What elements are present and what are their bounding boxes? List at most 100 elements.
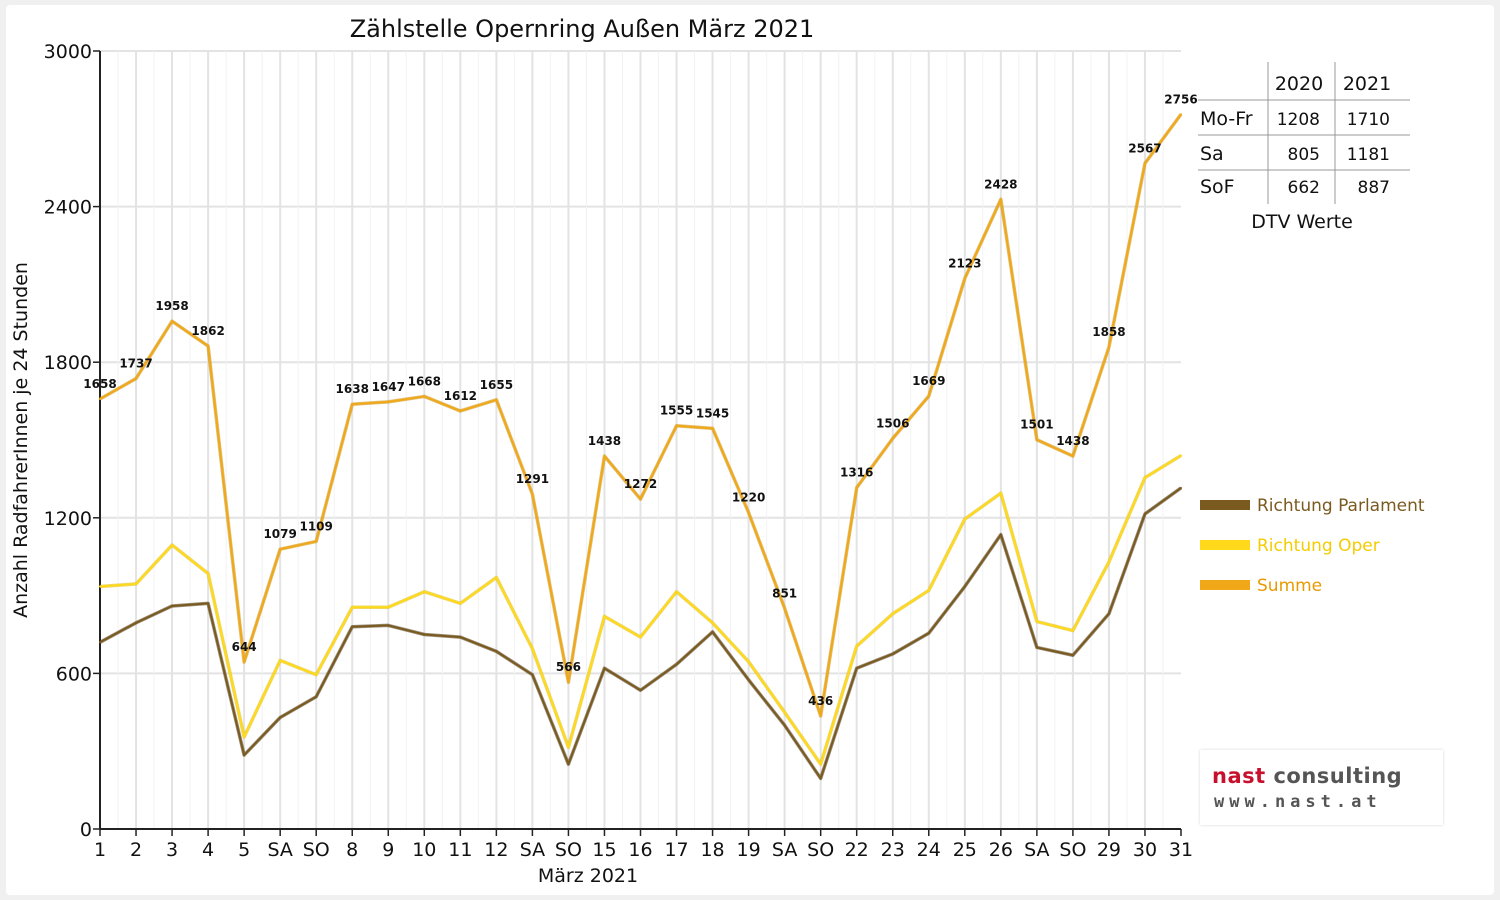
data-point-richtung-oper [675,590,678,593]
x-tick-label: 29 [1097,839,1121,861]
series-lines [99,113,1183,781]
data-point-summe [1035,438,1038,441]
data-label: 1501 [1020,418,1053,432]
dtv-row-label: Mo-Fr [1200,108,1253,130]
data-point-summe [603,455,606,458]
data-label: 1545 [696,406,729,420]
x-tick-label: SO [1059,839,1086,861]
data-point-richtung-oper [135,582,138,585]
data-point-summe [243,660,246,663]
data-point-summe [675,424,678,427]
x-tick-label: SA [267,839,292,861]
data-label: 1316 [840,466,873,480]
data-point-richtung-oper [387,606,390,609]
data-label: 2123 [948,256,981,270]
data-point-richtung-parlament [207,602,210,605]
data-point-summe [1143,162,1146,165]
y-tick-label: 600 [56,663,92,685]
data-point-summe [891,437,894,440]
data-point-richtung-parlament [99,641,101,644]
x-tick-label: 15 [592,839,616,861]
data-label: 566 [556,660,581,674]
data-point-richtung-parlament [999,533,1002,536]
dtv-row-label: Sa [1200,143,1224,165]
data-point-richtung-oper [783,711,786,714]
legend-swatch-oper [1200,540,1250,550]
data-point-summe [423,395,426,398]
data-label: 1612 [444,389,477,403]
x-tick-label: 2 [130,839,142,861]
x-tick-label: 23 [881,839,905,861]
legend-label-summe: Summe [1257,576,1322,596]
data-point-richtung-parlament [711,630,714,633]
data-point-richtung-oper [99,585,101,588]
data-point-richtung-parlament [747,678,750,681]
data-label: 1079 [263,527,296,541]
data-point-richtung-oper [171,544,174,547]
data-label: 851 [772,586,797,600]
data-point-richtung-parlament [387,624,390,627]
x-tick-label: 12 [484,839,508,861]
x-tick-label: 30 [1133,839,1157,861]
data-point-summe [963,277,966,280]
data-point-summe [1071,455,1074,458]
data-label: 1958 [155,299,188,313]
data-point-richtung-oper [351,606,354,609]
axes [93,50,1182,836]
grid [100,50,1181,829]
data-point-richtung-oper [1035,620,1038,623]
logo-line1: nast consulting [1212,764,1402,788]
data-point-richtung-parlament [639,689,642,692]
x-tick-label: 31 [1169,839,1193,861]
data-label: 2567 [1128,141,1161,155]
data-point-summe [711,427,714,430]
data-label: 2756 [1164,92,1197,106]
data-label: 436 [808,694,833,708]
chart-title: Zählstelle Opernring Außen März 2021 [350,15,815,43]
data-label: 1862 [191,324,224,338]
data-label: 1555 [660,404,693,418]
x-axis-label: März 2021 [538,865,638,887]
x-tick-label: 24 [917,839,941,861]
x-tick-label: SO [807,839,834,861]
x-tick-label: 5 [238,839,250,861]
data-point-richtung-oper [423,590,426,593]
dtv-row-label: SoF [1200,176,1235,198]
x-tick-label: 18 [700,839,724,861]
data-label: 1506 [876,416,909,430]
data-point-summe [495,398,498,401]
x-tick-labels: 1 2 3 4 5 SA SO 8 9 10 11 12 SA SO 15 16 17 18 19 SA SO 22 23 2… [94,839,1193,861]
logo-url: www.nast.at [1214,792,1382,812]
dtv-caption: DTV Werte [1251,211,1353,233]
dtv-cell: 805 [1288,145,1320,165]
data-point-richtung-parlament [927,632,930,635]
data-point-summe [351,403,354,406]
data-point-summe [567,681,570,684]
legend-label-oper: Richtung Oper [1257,536,1380,556]
data-label: 1858 [1092,325,1125,339]
dtv-cell: 1181 [1347,145,1390,165]
data-point-summe [171,320,174,323]
data-point-summe [855,486,858,489]
data-point-richtung-oper [459,602,462,605]
data-point-richtung-oper [1143,476,1146,479]
data-point-richtung-oper [963,518,966,521]
data-point-summe [531,493,534,496]
x-tick-label: 16 [628,839,652,861]
data-label: 1669 [912,374,945,388]
y-tick-label: 2400 [44,197,92,219]
y-tick-label: 1200 [44,508,92,530]
data-point-richtung-oper [891,612,894,615]
data-point-richtung-parlament [135,621,138,624]
data-point-summe [387,400,390,403]
legend-swatch-parlament [1200,500,1250,510]
data-label: 1438 [588,434,621,448]
data-point-richtung-oper [279,659,282,662]
data-point-richtung-parlament [495,650,498,653]
data-point-richtung-parlament [1071,654,1074,657]
nast-consulting-logo: nast consulting www.nast.at [1200,750,1443,825]
dtv-cell: 662 [1288,178,1320,198]
x-tick-label: 8 [346,839,358,861]
